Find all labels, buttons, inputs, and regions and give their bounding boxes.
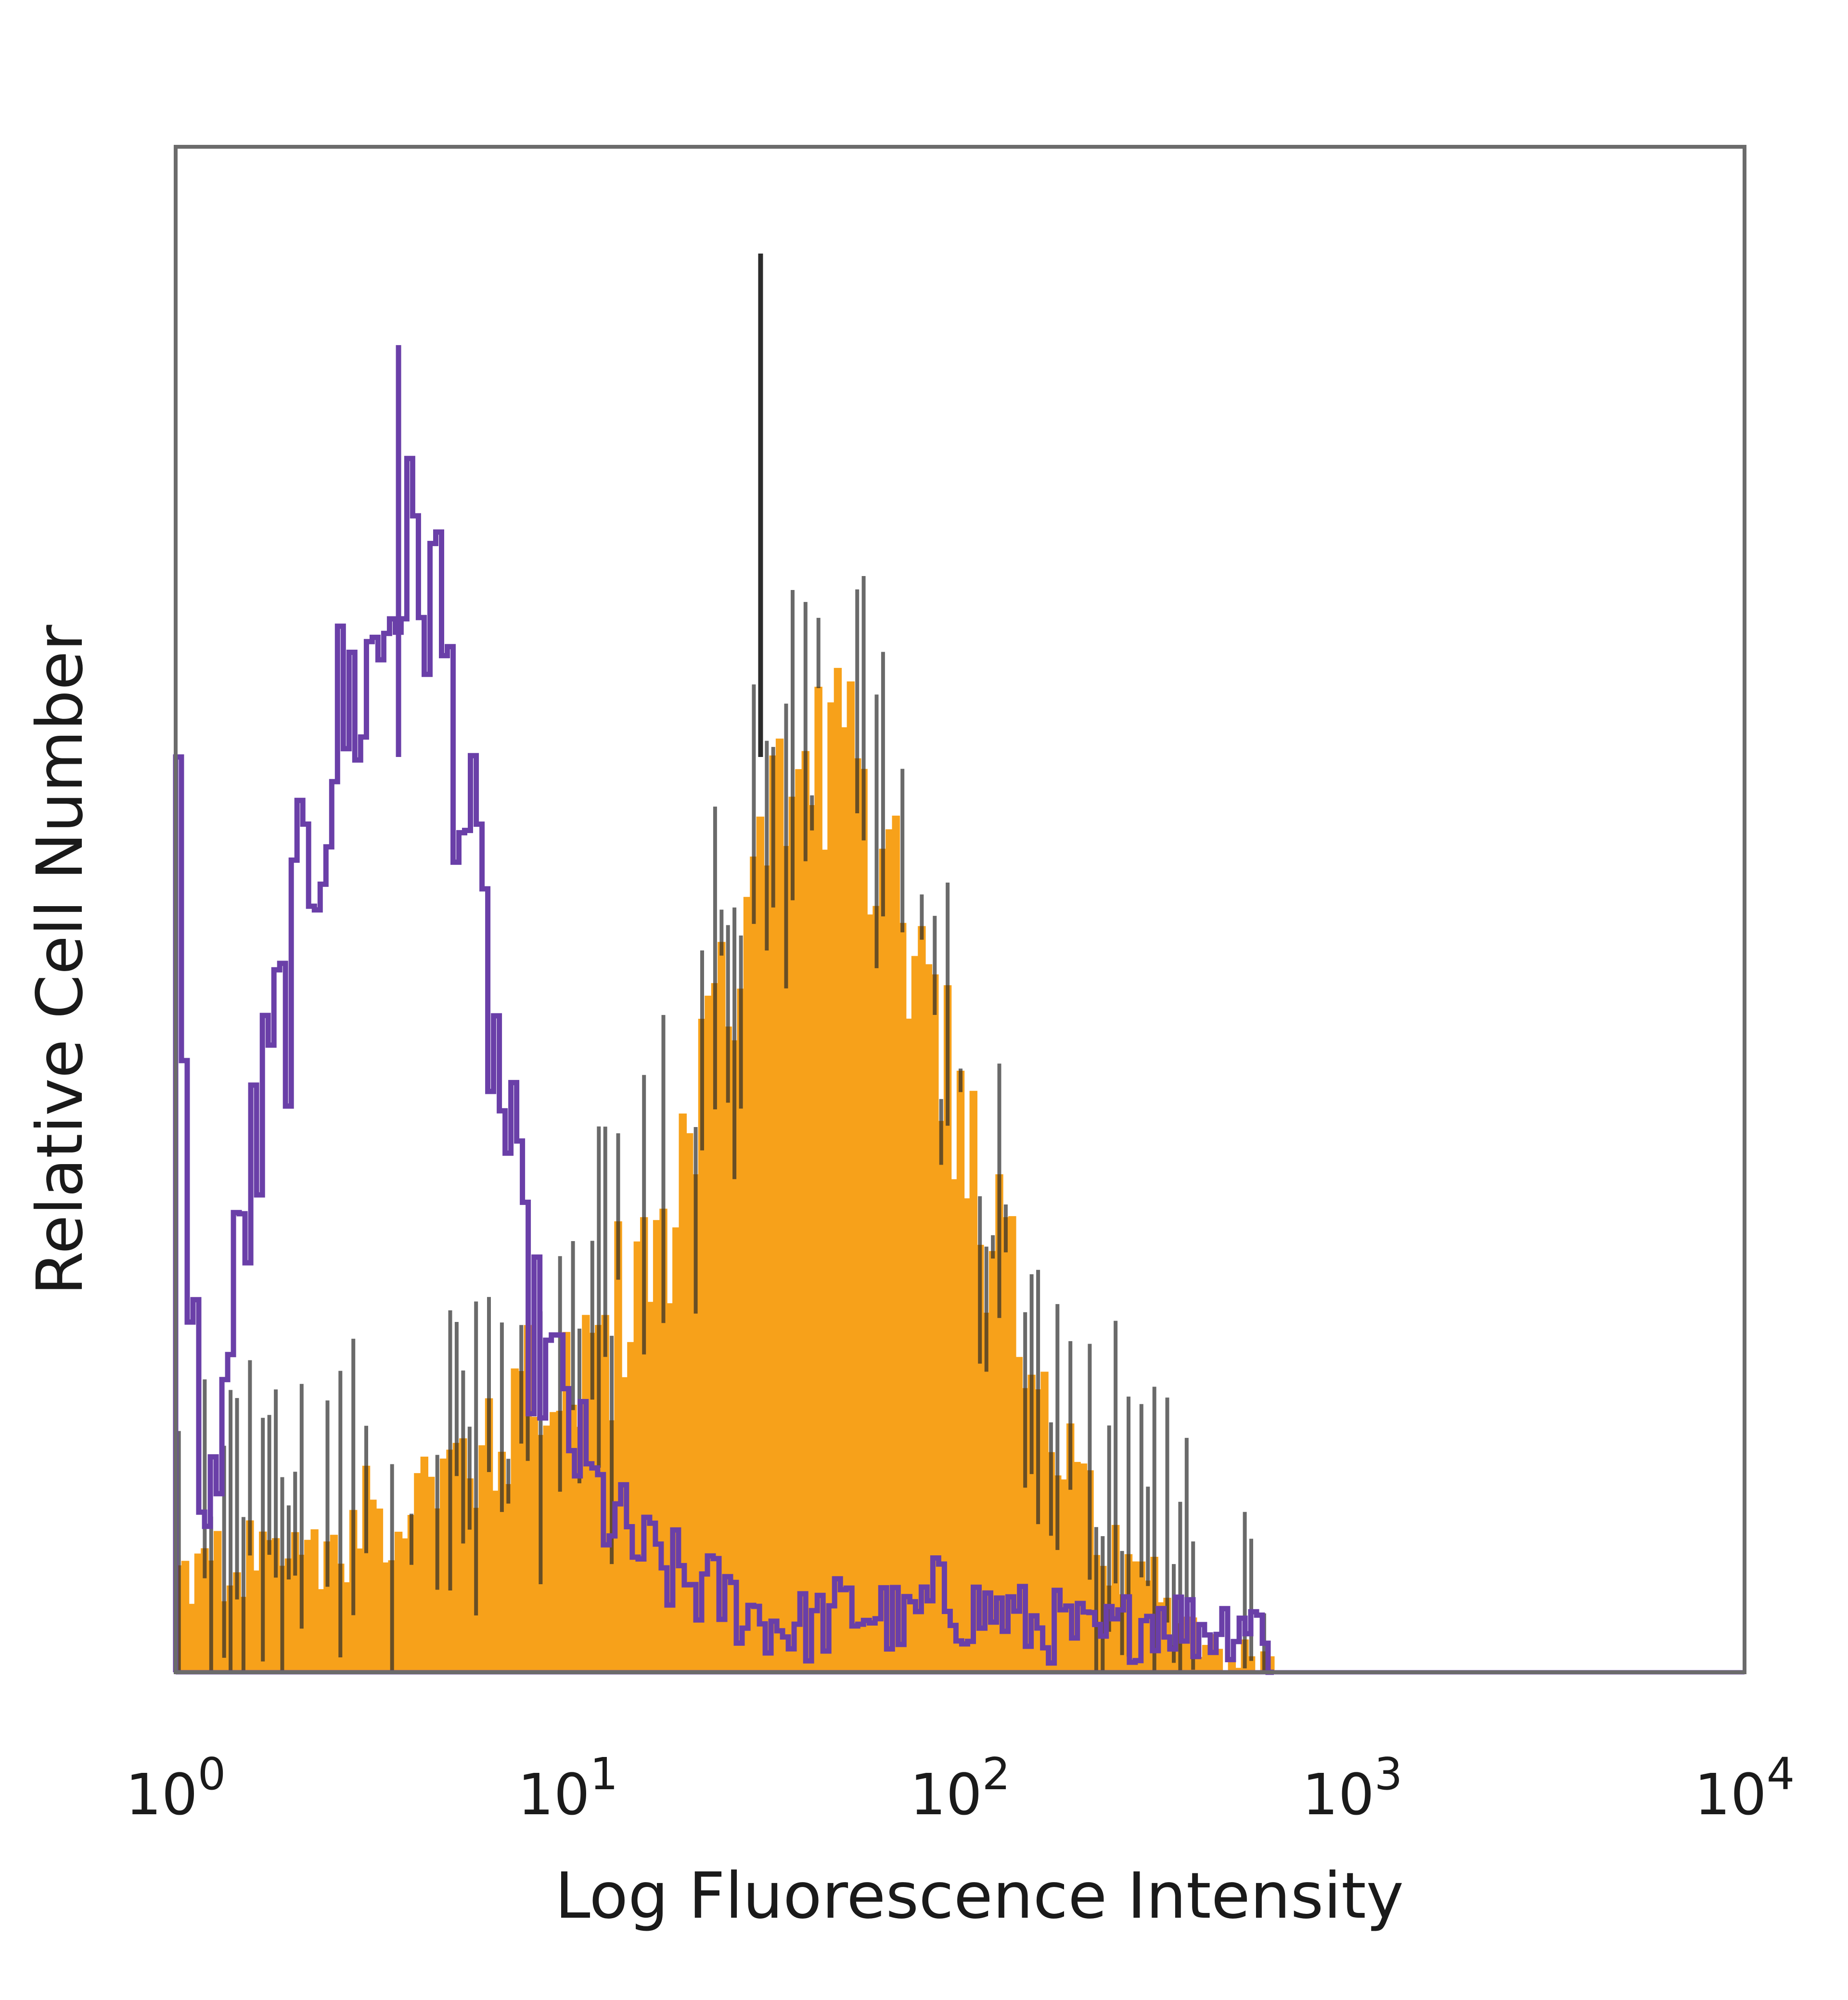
x-tick-label: 100 (126, 1748, 226, 1828)
x-axis-title: Log Fluorescence Intensity (555, 1859, 1404, 1933)
stained-histogram (175, 667, 1275, 1673)
plot-frame (174, 145, 1746, 1674)
x-axis: 100 101 102 103 104 (126, 1748, 1795, 1828)
y-axis-title: Relative Cell Number (23, 625, 97, 1295)
plot-area (173, 145, 1746, 1675)
x-tick-label: 103 (1302, 1748, 1403, 1828)
x-tick-label: 104 (1694, 1748, 1795, 1828)
x-tick-label: 102 (910, 1748, 1011, 1828)
control-histogram (173, 456, 1274, 1675)
x-tick-label: 101 (518, 1748, 618, 1828)
